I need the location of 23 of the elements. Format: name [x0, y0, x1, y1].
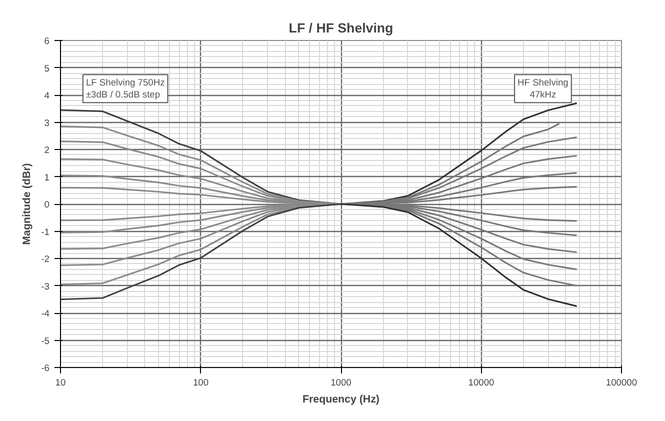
y-tick-label: 5	[44, 63, 50, 74]
y-tick-label: 4	[44, 90, 50, 100]
x-tick-label: 100	[192, 378, 209, 388]
y-tick-label: 0	[44, 200, 50, 210]
annotation: LF Shelving 750Hz ±3dB / 0.5dB step	[86, 78, 166, 100]
y-axis-title: Magnitude (dBr)	[21, 162, 34, 245]
y-tick-label: 6	[44, 36, 50, 46]
y-tick-label: 3	[44, 118, 50, 128]
chart-title: LF / HF Shelving	[288, 20, 394, 36]
y-tick-label: -3	[41, 281, 50, 292]
annotation: HF Shelving 47kHz	[518, 78, 568, 100]
x-tick-label: 10	[55, 378, 66, 388]
y-tick-label: 2	[44, 145, 50, 155]
x-tick-label: 1000	[330, 378, 352, 388]
x-tick-label: 10000	[468, 378, 494, 388]
y-tick-label: -4	[41, 308, 50, 318]
y-tick-label: -2	[41, 254, 50, 264]
y-tick-label: -6	[41, 363, 50, 373]
x-axis-title: Frequency (Hz)	[302, 394, 380, 406]
y-tick-label: -5	[41, 336, 50, 346]
y-tick-label: 1	[44, 172, 50, 182]
y-tick-label: -1	[41, 226, 50, 237]
x-tick-label: 100000	[606, 378, 638, 388]
